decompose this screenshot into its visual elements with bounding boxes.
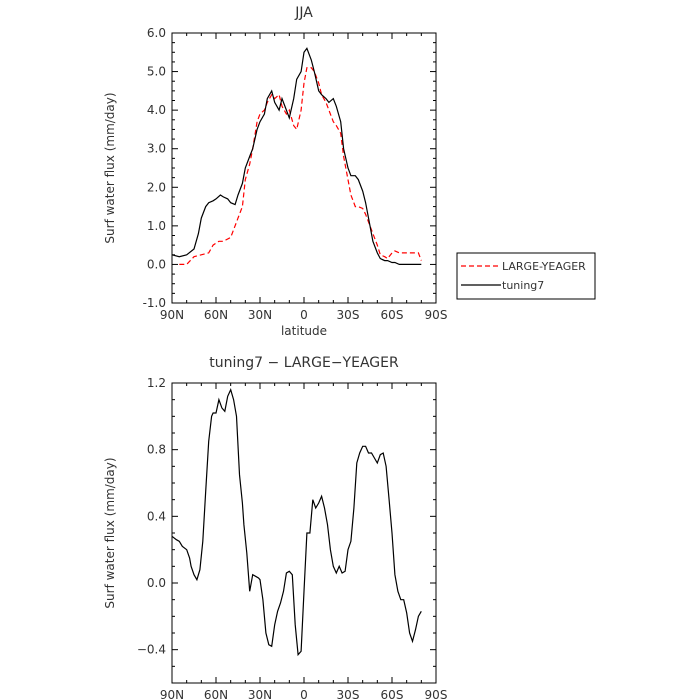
y-tick-label: 0.4	[147, 509, 166, 523]
x-tick-label: 60S	[381, 688, 404, 700]
x-tick-label: 60N	[204, 688, 228, 700]
x-tick-label: 90S	[425, 308, 448, 322]
series-line-tuning7	[171, 47, 422, 265]
y-tick-label: −0.4	[137, 643, 166, 657]
axis-ticks: 90N 60N 30N 0 30S 60S 90S −0.4 0.0 0.4 0.8 1.2	[137, 376, 448, 700]
legend: LARGE-YEAGER tuning7	[456, 252, 596, 300]
x-tick-label: 30N	[248, 308, 272, 322]
axis-ticks: 90N 60N 30N 0 30S 60S 90S -1.0 0.0 1.0 2.0 3.0 4.0 5.…	[143, 26, 448, 322]
x-tick-label: 60N	[204, 308, 228, 322]
x-tick-label: 0	[300, 308, 308, 322]
legend-label-large-yeager: LARGE-YEAGER	[502, 260, 586, 273]
y-tick-label: 0.8	[147, 443, 166, 457]
y-tick-label: 4.0	[147, 103, 166, 117]
x-tick-label: 0	[300, 688, 308, 700]
x-tick-label: 30S	[337, 688, 360, 700]
chart-title: tuning7 − LARGE−YEAGER	[209, 355, 399, 371]
series-line-difference	[171, 387, 422, 657]
plot-frame	[171, 32, 437, 304]
x-tick-label: 30S	[337, 308, 360, 322]
series-line-large-yeager	[179, 67, 422, 265]
y-tick-label: 1.0	[147, 219, 166, 233]
y-tick-label: 6.0	[147, 26, 166, 40]
chart-jja: JJA latitude Surf water flux (mm/day) 90…	[103, 5, 596, 338]
x-axis-label: latitude	[281, 324, 327, 338]
x-tick-label: 90N	[160, 688, 184, 700]
y-tick-label: 5.0	[147, 65, 166, 79]
series-lines	[171, 47, 422, 265]
y-tick-label: 3.0	[147, 142, 166, 156]
legend-label-tuning7: tuning7	[502, 279, 544, 292]
y-tick-label: 0.0	[147, 576, 166, 590]
x-tick-label: 60S	[381, 308, 404, 322]
y-tick-label: 2.0	[147, 180, 166, 194]
x-tick-label: 90N	[160, 308, 184, 322]
y-axis-label: Surf water flux (mm/day)	[103, 92, 117, 243]
plot-frame	[171, 382, 437, 684]
chart-difference: tuning7 − LARGE−YEAGER latitude Surf wat…	[103, 355, 447, 700]
x-tick-label: 90S	[425, 688, 448, 700]
series-lines	[171, 387, 422, 657]
y-tick-label: -1.0	[143, 296, 166, 310]
y-tick-label: 1.2	[147, 376, 166, 390]
y-tick-label: 0.0	[147, 257, 166, 271]
legend-box	[456, 252, 596, 300]
y-axis-label: Surf water flux (mm/day)	[103, 457, 117, 608]
chart-title: JJA	[294, 5, 313, 21]
x-tick-label: 30N	[248, 688, 272, 700]
